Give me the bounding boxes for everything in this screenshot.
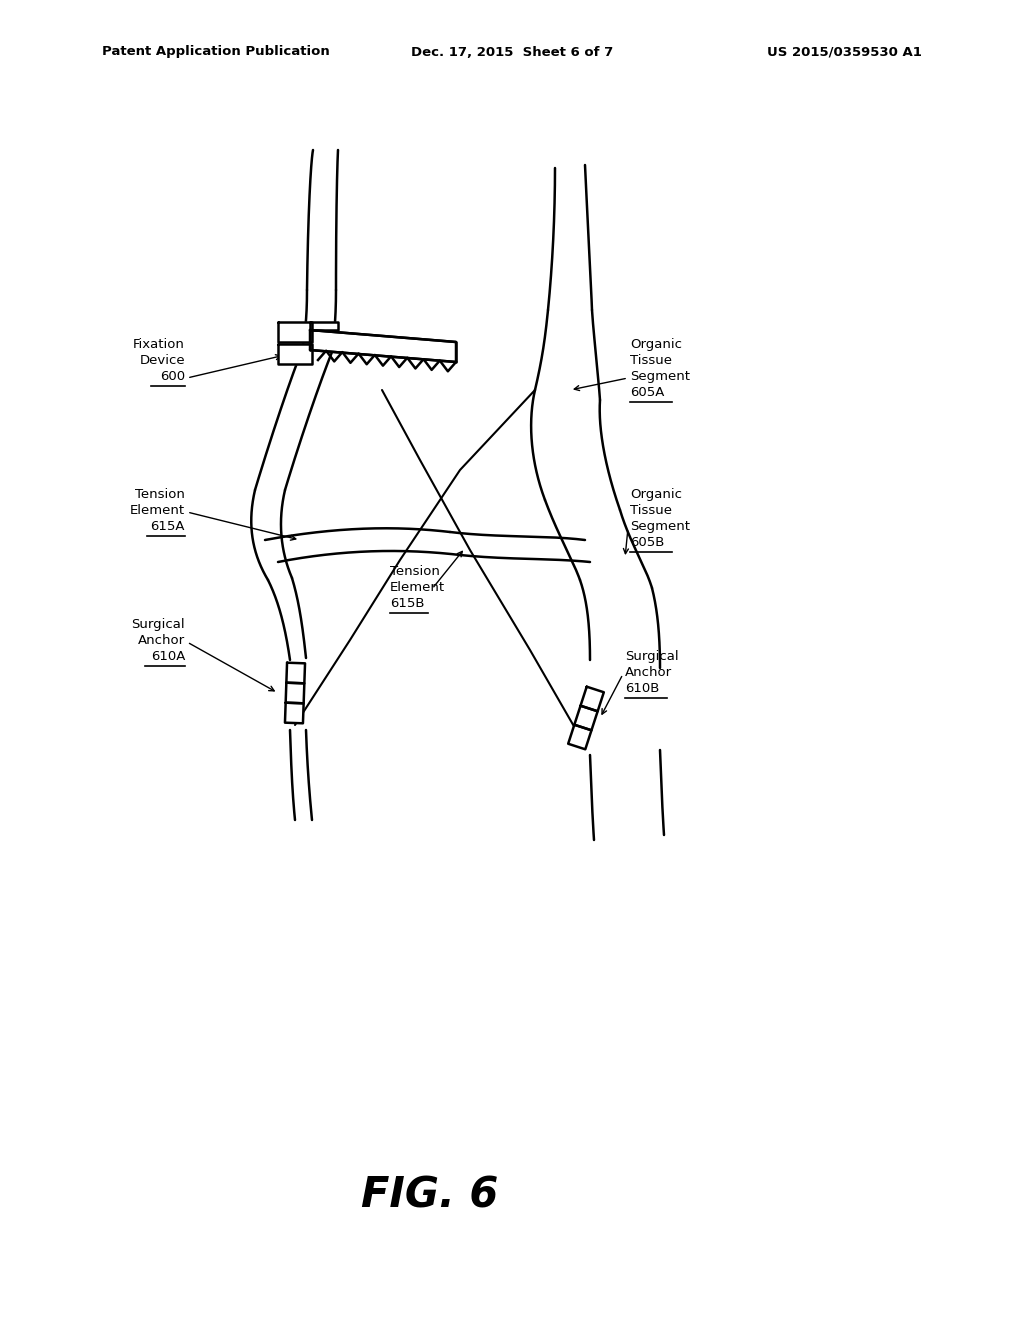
Polygon shape <box>286 682 304 704</box>
Polygon shape <box>285 702 304 723</box>
Text: 615A: 615A <box>151 520 185 533</box>
Text: 610A: 610A <box>151 649 185 663</box>
Text: Fixation: Fixation <box>133 338 185 351</box>
Text: Surgical: Surgical <box>131 618 185 631</box>
Polygon shape <box>310 322 338 330</box>
Text: Segment: Segment <box>630 520 690 533</box>
Text: Device: Device <box>139 354 185 367</box>
Text: 605B: 605B <box>630 536 665 549</box>
Text: Element: Element <box>130 504 185 517</box>
Text: US 2015/0359530 A1: US 2015/0359530 A1 <box>767 45 922 58</box>
Text: Tissue: Tissue <box>630 504 672 517</box>
Text: Segment: Segment <box>630 370 690 383</box>
Text: Tension: Tension <box>135 488 185 502</box>
Polygon shape <box>287 663 305 684</box>
Text: Organic: Organic <box>630 488 682 502</box>
Text: Surgical: Surgical <box>625 649 679 663</box>
Polygon shape <box>574 706 598 730</box>
Text: Element: Element <box>390 581 445 594</box>
Text: 610B: 610B <box>625 682 659 696</box>
Text: 615B: 615B <box>390 597 425 610</box>
Polygon shape <box>278 322 312 342</box>
Text: Anchor: Anchor <box>625 667 672 678</box>
Text: 600: 600 <box>160 370 185 383</box>
Text: Tension: Tension <box>390 565 440 578</box>
Text: FIG. 6: FIG. 6 <box>361 1173 499 1216</box>
Polygon shape <box>581 686 604 711</box>
Polygon shape <box>310 330 456 362</box>
Text: Dec. 17, 2015  Sheet 6 of 7: Dec. 17, 2015 Sheet 6 of 7 <box>411 45 613 58</box>
Text: Organic: Organic <box>630 338 682 351</box>
Text: Anchor: Anchor <box>138 634 185 647</box>
Polygon shape <box>568 725 592 750</box>
Text: Patent Application Publication: Patent Application Publication <box>102 45 330 58</box>
Text: 605A: 605A <box>630 385 665 399</box>
Text: Tissue: Tissue <box>630 354 672 367</box>
Polygon shape <box>278 345 312 364</box>
